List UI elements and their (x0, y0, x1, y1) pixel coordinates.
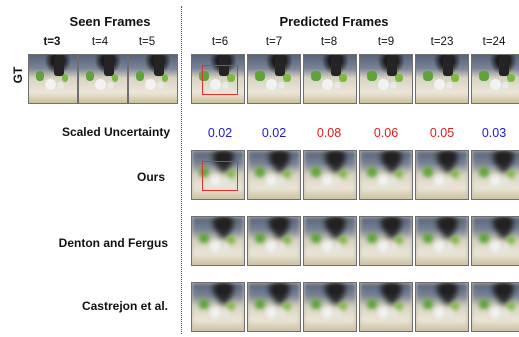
castrejon-row-label: Castrejon et al. (81, 299, 168, 313)
gt-predicted-frame (415, 54, 469, 104)
seen-timestep-label: t=4 (91, 36, 109, 48)
castrejon-predicted-frame (359, 282, 413, 332)
denton-predicted-frame (415, 216, 469, 266)
predicted-timestep-label: t=9 (377, 36, 395, 48)
denton-predicted-frame (247, 216, 301, 266)
castrejon-predicted-frame (415, 282, 469, 332)
gt-seen-frame (28, 54, 78, 104)
uncertainty-value: 0.08 (316, 126, 342, 140)
ours-predicted-frame (191, 150, 245, 200)
seen-timestep-label: t=3 (43, 36, 61, 48)
predicted-timestep-label: t=8 (320, 36, 338, 48)
gt-predicted-frame (359, 54, 413, 104)
uncertainty-value: 0.02 (261, 126, 287, 140)
gt-predicted-frame (471, 54, 519, 104)
uncertainty-value: 0.05 (429, 126, 455, 140)
castrejon-predicted-frame (303, 282, 357, 332)
denton-predicted-frame (359, 216, 413, 266)
uncertainty-value: 0.06 (373, 126, 399, 140)
uncertainty-value: 0.02 (207, 126, 233, 140)
ours-predicted-frame (247, 150, 301, 200)
castrejon-predicted-frame (471, 282, 519, 332)
castrejon-predicted-frame (247, 282, 301, 332)
gt-predicted-frame (303, 54, 357, 104)
denton-predicted-frame (303, 216, 357, 266)
predicted-frames-header: Predicted Frames (279, 14, 389, 29)
uncertainty-row-label: Scaled Uncertainty (61, 125, 170, 139)
predicted-timestep-label: t=23 (430, 36, 454, 48)
predicted-timestep-label: t=24 (482, 36, 506, 48)
gt-row-label: GT (11, 66, 25, 84)
ours-row-label: Ours (136, 170, 165, 184)
gt-seen-frame (128, 54, 178, 104)
uncertainty-value: 0.03 (481, 126, 507, 140)
seen-predicted-divider (181, 6, 182, 334)
seen-timestep-label: t=5 (138, 36, 156, 48)
highlight-box (202, 65, 238, 95)
gt-predicted-frame (191, 54, 245, 104)
predicted-timestep-label: t=6 (211, 36, 229, 48)
ours-predicted-frame (415, 150, 469, 200)
predicted-timestep-label: t=7 (265, 36, 283, 48)
denton-predicted-frame (471, 216, 519, 266)
highlight-box (202, 161, 238, 191)
seen-frames-header: Seen Frames (69, 14, 151, 29)
gt-predicted-frame (247, 54, 301, 104)
castrejon-predicted-frame (191, 282, 245, 332)
gt-seen-frame (78, 54, 128, 104)
ours-predicted-frame (471, 150, 519, 200)
denton-row-label: Denton and Fergus (58, 236, 168, 250)
ours-predicted-frame (303, 150, 357, 200)
ours-predicted-frame (359, 150, 413, 200)
denton-predicted-frame (191, 216, 245, 266)
